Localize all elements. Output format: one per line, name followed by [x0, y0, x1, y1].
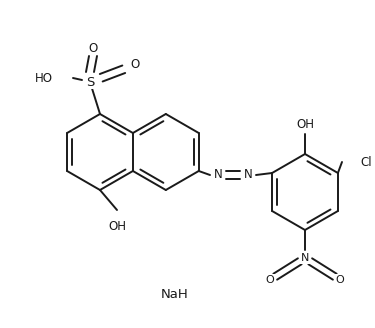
Text: OH: OH: [108, 219, 126, 233]
Text: N: N: [244, 169, 252, 181]
Text: O: O: [336, 275, 344, 285]
Text: OH: OH: [296, 117, 314, 131]
Text: S: S: [86, 75, 94, 89]
Text: HO: HO: [35, 72, 53, 85]
Text: O: O: [88, 42, 98, 54]
Text: Cl: Cl: [360, 155, 372, 169]
Text: O: O: [130, 58, 140, 72]
Text: O: O: [266, 275, 274, 285]
Text: N: N: [301, 253, 309, 263]
Text: NaH: NaH: [161, 289, 189, 301]
Text: N: N: [214, 169, 222, 181]
